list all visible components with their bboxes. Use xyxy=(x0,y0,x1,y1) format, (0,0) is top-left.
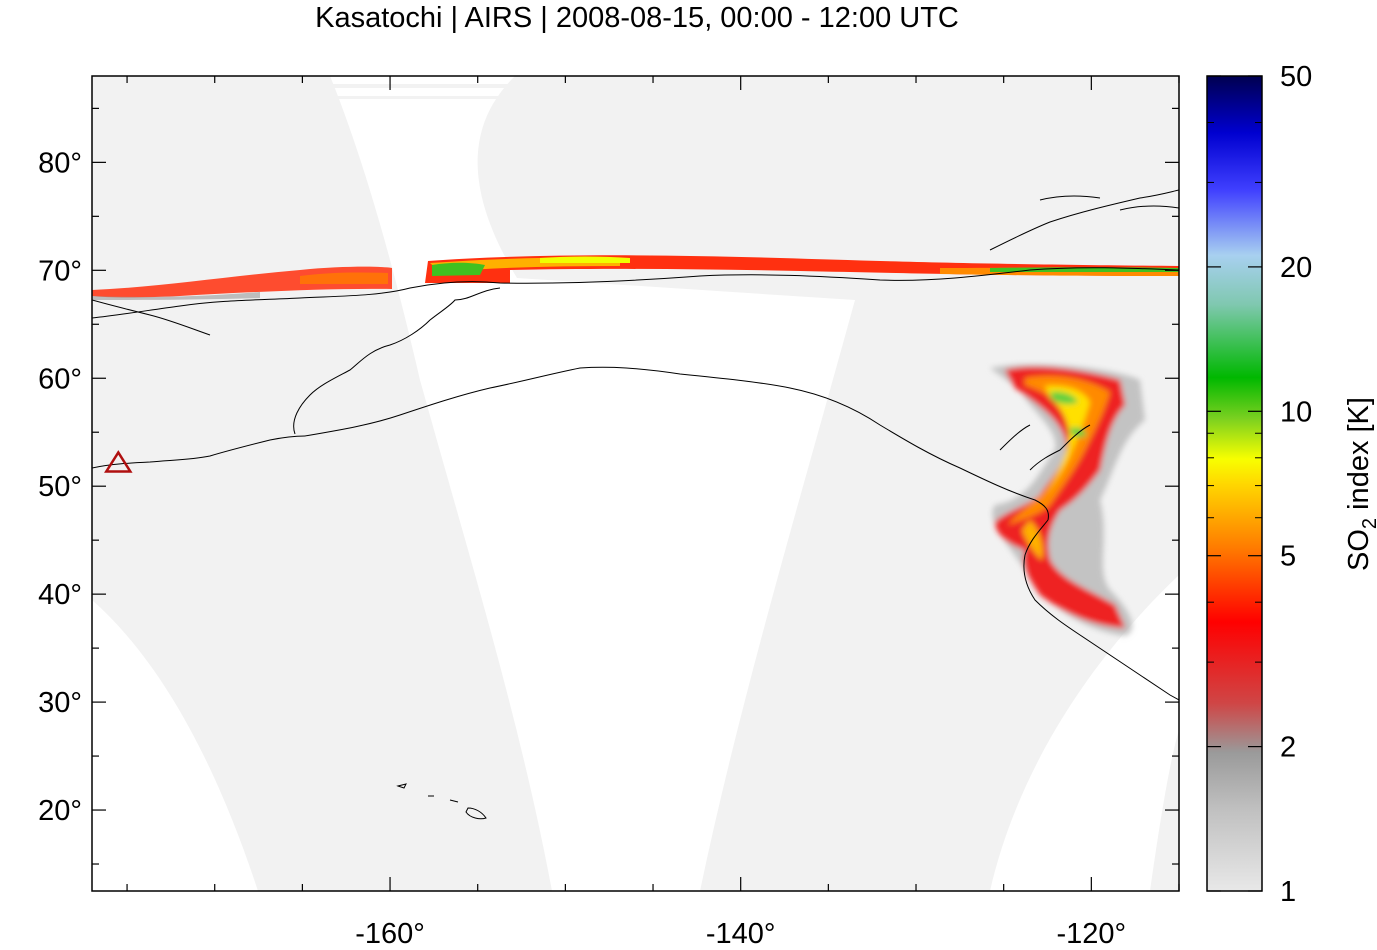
colorbar-tick-label: 20 xyxy=(1280,252,1312,284)
coastline-aleutians xyxy=(92,435,306,469)
map-title: Kasatochi | AIRS | 2008-08-15, 00:00 - 1… xyxy=(315,2,959,34)
lat-tick-label: 70° xyxy=(38,255,82,287)
swath-center xyxy=(477,76,1179,891)
map-plot-area xyxy=(92,76,1179,891)
colorbar-tick-label: 2 xyxy=(1280,732,1296,764)
colorbar-label: SO2 index [K] xyxy=(1343,397,1377,571)
coastline-alaska-south xyxy=(304,366,1049,521)
colorbar-frame xyxy=(1206,75,1263,892)
coastline-chukotka xyxy=(92,299,211,336)
swath-west xyxy=(92,76,552,891)
lat-tick-label: 80° xyxy=(38,147,82,179)
so2-plumes xyxy=(92,255,1179,636)
map-frame xyxy=(91,75,1180,892)
colorbar-ticks: 1 2 5 10 20 50 xyxy=(1207,61,1312,908)
colorbar-tick-label: 10 xyxy=(1280,396,1312,428)
coastline-canada-inlets xyxy=(999,424,1091,471)
coastline-na-west xyxy=(1023,519,1179,701)
triangle-volcano-marker xyxy=(104,450,133,473)
lat-tick-label: 60° xyxy=(38,363,82,395)
colorbar-tick-label: 5 xyxy=(1280,541,1296,573)
colorbar-gradient xyxy=(1207,76,1262,891)
satellite-swaths xyxy=(92,76,1179,891)
lat-tick-label: 20° xyxy=(38,795,82,827)
lat-tick-label: 30° xyxy=(38,687,82,719)
coastline-alaska-west xyxy=(293,287,501,435)
coastline-hawaii xyxy=(396,783,487,820)
lat-tick-label: 40° xyxy=(38,579,82,611)
swath-top-lines xyxy=(92,82,515,99)
colorbar-tick-label: 1 xyxy=(1280,876,1296,908)
lon-tick-label: -120° xyxy=(1057,918,1127,950)
lon-tick-label: -140° xyxy=(706,918,776,950)
map-axis-ticks: 20° 30° 40° 50° 60° 70° 80° -160° -140° -120° xyxy=(38,76,1180,950)
swath-east-strip xyxy=(1150,730,1179,891)
coastline-arctic xyxy=(92,267,1179,319)
lat-tick-label: 50° xyxy=(38,471,82,503)
coastline-arctic-islands xyxy=(989,189,1179,251)
colorbar-tick-label: 50 xyxy=(1280,61,1312,93)
lon-tick-label: -160° xyxy=(355,918,425,950)
coastlines xyxy=(92,189,1179,820)
colorbar: 1 2 5 10 20 50 SO2 index [K] xyxy=(1206,61,1377,908)
